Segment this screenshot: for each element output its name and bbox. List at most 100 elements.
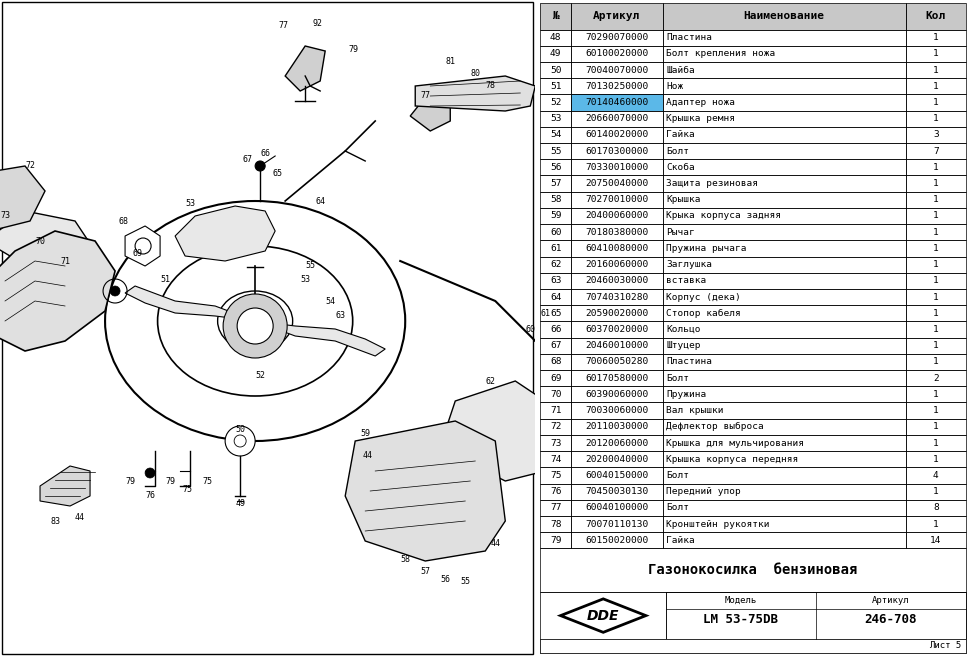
- Bar: [906, 62, 966, 78]
- Bar: [906, 256, 966, 273]
- Text: Лист 5: Лист 5: [929, 642, 961, 650]
- Text: 1: 1: [933, 195, 939, 204]
- Bar: [571, 467, 662, 483]
- Text: Крышка для мульчирования: Крышка для мульчирования: [666, 438, 804, 447]
- Text: 52: 52: [256, 371, 265, 380]
- Bar: [571, 500, 662, 516]
- Bar: [662, 289, 906, 305]
- Bar: [906, 224, 966, 240]
- Circle shape: [256, 161, 265, 171]
- Bar: [540, 30, 571, 46]
- Circle shape: [233, 299, 277, 343]
- Text: 70330010000: 70330010000: [586, 163, 649, 172]
- Bar: [540, 305, 571, 321]
- Bar: [540, 516, 571, 532]
- Circle shape: [234, 435, 246, 447]
- Text: 60170300000: 60170300000: [586, 147, 649, 155]
- Text: 71: 71: [550, 406, 561, 415]
- Text: 54: 54: [550, 131, 561, 140]
- Bar: [906, 30, 966, 46]
- Text: 44: 44: [362, 451, 373, 461]
- Text: 79: 79: [166, 476, 175, 485]
- Text: 55: 55: [550, 147, 561, 155]
- Bar: [571, 532, 662, 548]
- Bar: [571, 321, 662, 338]
- Text: 1: 1: [933, 179, 939, 188]
- Text: 1: 1: [933, 244, 939, 253]
- Text: 44: 44: [76, 514, 85, 522]
- Text: 64: 64: [550, 293, 561, 302]
- Bar: [540, 435, 571, 451]
- Bar: [906, 305, 966, 321]
- Bar: [571, 451, 662, 467]
- Bar: [540, 127, 571, 143]
- Text: 79: 79: [550, 536, 561, 545]
- Polygon shape: [40, 466, 90, 506]
- Text: Артикул: Артикул: [872, 596, 910, 605]
- Text: 61: 61: [550, 244, 561, 253]
- Circle shape: [110, 286, 120, 296]
- Bar: [540, 159, 571, 175]
- Text: 76: 76: [145, 491, 155, 501]
- Bar: [906, 3, 966, 30]
- Text: вставка: вставка: [666, 276, 707, 285]
- Text: 78: 78: [550, 520, 561, 529]
- Text: 71: 71: [60, 256, 70, 266]
- Bar: [540, 451, 571, 467]
- Text: 60040150000: 60040150000: [586, 471, 649, 480]
- Bar: [571, 111, 662, 127]
- Text: 77: 77: [278, 22, 288, 30]
- Text: 20110030000: 20110030000: [586, 422, 649, 431]
- Text: 58: 58: [400, 554, 410, 564]
- Text: 1: 1: [933, 276, 939, 285]
- Bar: [662, 483, 906, 500]
- Text: 70070110130: 70070110130: [586, 520, 649, 529]
- Text: 1: 1: [933, 455, 939, 464]
- Text: Передний упор: Передний упор: [666, 487, 741, 496]
- Bar: [662, 159, 906, 175]
- Polygon shape: [0, 231, 115, 351]
- Bar: [662, 3, 906, 30]
- Text: 60: 60: [550, 228, 561, 237]
- Text: 70130250000: 70130250000: [586, 82, 649, 91]
- Bar: [540, 256, 571, 273]
- Text: 50: 50: [550, 66, 561, 75]
- Text: 1: 1: [933, 390, 939, 399]
- Bar: [571, 224, 662, 240]
- Text: DDE: DDE: [587, 609, 620, 623]
- Bar: [662, 451, 906, 467]
- Bar: [571, 78, 662, 94]
- Text: 67: 67: [550, 341, 561, 350]
- Bar: [906, 370, 966, 386]
- Bar: [571, 256, 662, 273]
- Bar: [662, 94, 906, 111]
- Bar: [571, 403, 662, 419]
- Bar: [571, 483, 662, 500]
- Bar: [571, 127, 662, 143]
- Bar: [571, 338, 662, 354]
- Polygon shape: [125, 226, 160, 266]
- Bar: [662, 370, 906, 386]
- Bar: [540, 192, 571, 208]
- Bar: [571, 192, 662, 208]
- Text: 1: 1: [933, 438, 939, 447]
- Text: 1: 1: [933, 520, 939, 529]
- Text: 1: 1: [933, 260, 939, 269]
- Text: 56: 56: [550, 163, 561, 172]
- Text: LM 53-75DB: LM 53-75DB: [704, 613, 778, 626]
- Bar: [540, 321, 571, 338]
- Text: 64: 64: [316, 197, 325, 205]
- Text: 68: 68: [118, 216, 128, 226]
- Bar: [540, 78, 571, 94]
- Circle shape: [136, 238, 151, 254]
- Bar: [571, 62, 662, 78]
- Bar: [662, 192, 906, 208]
- Text: 60150020000: 60150020000: [586, 536, 649, 545]
- Text: Кол: Кол: [925, 11, 946, 22]
- Text: Крышка: Крышка: [666, 195, 701, 204]
- Text: 54: 54: [325, 297, 335, 306]
- Text: Штуцер: Штуцер: [666, 341, 701, 350]
- Bar: [662, 30, 906, 46]
- Text: 61: 61: [540, 308, 551, 318]
- Polygon shape: [175, 206, 275, 261]
